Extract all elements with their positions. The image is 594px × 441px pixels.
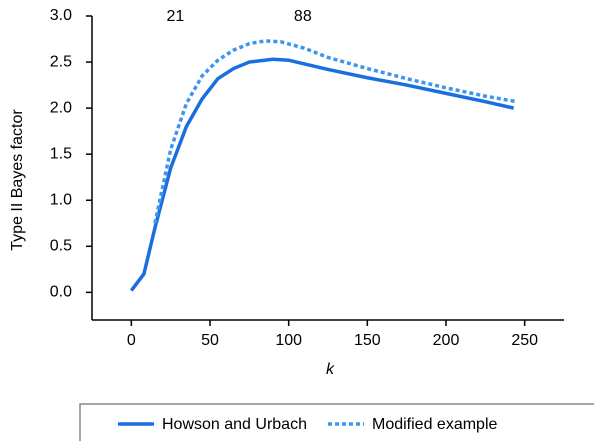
- y-tick-label: 1.0: [50, 191, 72, 208]
- y-tick-label: 3.0: [50, 7, 72, 24]
- annotation: 88: [294, 8, 312, 25]
- y-tick-label: 0.0: [50, 284, 72, 301]
- series-line: [129, 57, 515, 292]
- x-tick-label: 0: [127, 332, 136, 349]
- x-axis-label: k: [326, 361, 335, 378]
- y-axis-label: Type II Bayes factor: [9, 109, 26, 251]
- y-tick-label: 0.5: [50, 238, 72, 255]
- annotation: 21: [166, 8, 184, 25]
- series-line: [153, 39, 518, 224]
- x-tick-label: 250: [511, 332, 538, 349]
- y-tick-label: 2.5: [50, 53, 72, 70]
- y-tick-label: 2.0: [50, 99, 72, 116]
- y-tick-label: 1.5: [50, 145, 72, 162]
- legend-label: Howson and Urbach: [162, 416, 307, 433]
- x-tick-label: 100: [275, 332, 302, 349]
- x-tick-label: 200: [433, 332, 460, 349]
- x-tick-label: 50: [201, 332, 219, 349]
- x-tick-label: 150: [354, 332, 381, 349]
- legend-label: Modified example: [372, 416, 498, 433]
